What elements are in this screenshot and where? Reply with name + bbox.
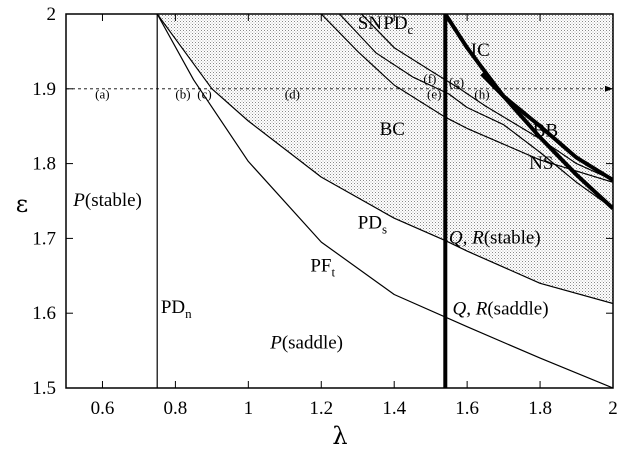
label-h: (h) bbox=[474, 87, 489, 102]
curve-pds bbox=[156, 14, 613, 305]
label-pdc: PDc bbox=[383, 13, 413, 37]
label-bb: BB bbox=[533, 121, 558, 142]
x-tick-label: 2 bbox=[608, 398, 618, 419]
label-f: (f) bbox=[423, 71, 436, 86]
y-tick-label: 1.8 bbox=[32, 154, 56, 175]
label-qr-stable: Q, R(stable) bbox=[449, 228, 541, 249]
y-tick-label: 2 bbox=[47, 4, 57, 25]
curve-sn bbox=[339, 14, 613, 209]
curve-pft bbox=[156, 14, 613, 388]
curve-bb bbox=[480, 72, 613, 182]
label-qr-saddle: Q, R(saddle) bbox=[453, 299, 549, 320]
label-pds: PDs bbox=[358, 213, 387, 237]
label-bc: BC bbox=[380, 119, 405, 140]
label-e: (e) bbox=[427, 87, 441, 102]
label-ic: IC bbox=[471, 40, 490, 61]
label-b: (b) bbox=[175, 87, 190, 102]
label-ns: NS bbox=[529, 153, 553, 174]
x-tick-label: 1.2 bbox=[309, 398, 333, 419]
label-a: (a) bbox=[95, 87, 109, 102]
y-tick-label: 1.5 bbox=[32, 378, 56, 399]
label-sn: SN bbox=[358, 13, 383, 34]
x-tick-label: 1.6 bbox=[455, 398, 479, 419]
label-pdn: PDn bbox=[161, 297, 192, 321]
curve-pdc bbox=[360, 14, 613, 181]
region-labels: SN PDc IC BC BB NS PDs PFt PDn P(stable) Q, R(stab… bbox=[72, 13, 558, 353]
curve-bc bbox=[320, 14, 613, 183]
y-tick-label: 1.6 bbox=[32, 303, 56, 324]
x-tick-label: 1.4 bbox=[382, 398, 406, 419]
axis-ticks: 0.6 0.8 1 1.2 1.4 1.6 1.8 2 1.5 1.6 1.7 1.8 1.9 2 bbox=[32, 4, 618, 419]
y-tick-label: 1.7 bbox=[32, 228, 56, 249]
label-d: (d) bbox=[285, 87, 300, 102]
x-axis-label: λ bbox=[332, 422, 347, 450]
x-tick-label: 1.8 bbox=[528, 398, 552, 419]
x-tick-label: 0.6 bbox=[91, 398, 115, 419]
label-pft: PFt bbox=[310, 255, 335, 279]
x-tick-label: 1 bbox=[244, 398, 254, 419]
label-p-stable: P(stable) bbox=[72, 190, 142, 211]
plot-frame bbox=[65, 13, 614, 389]
label-p-saddle: P(saddle) bbox=[269, 332, 343, 353]
y-axis-label: ε bbox=[16, 190, 28, 218]
bifurcation-curves bbox=[156, 14, 613, 388]
label-c: (c) bbox=[197, 87, 211, 102]
x-tick-label: 0.8 bbox=[164, 398, 188, 419]
label-g: (g) bbox=[449, 75, 464, 90]
stable-region-shading bbox=[157, 14, 613, 304]
shaded-region bbox=[157, 14, 613, 304]
y-tick-label: 1.9 bbox=[32, 79, 56, 100]
